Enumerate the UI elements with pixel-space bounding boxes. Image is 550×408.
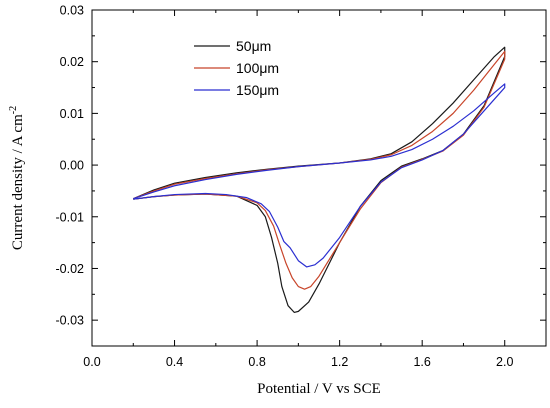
y-tick-label: 0.01 (60, 107, 84, 121)
y-axis-title: Current density / A cm-2 (8, 106, 26, 250)
x-tick-label: 0.4 (166, 355, 183, 369)
x-tick-label: 1.2 (331, 355, 348, 369)
y-tick-label: 0.03 (60, 4, 84, 18)
x-tick-label: 2.0 (496, 355, 513, 369)
legend-label-0: 50μm (236, 38, 271, 54)
legend-label-1: 100μm (236, 60, 279, 76)
x-axis-title: Potential / V vs SCE (257, 381, 381, 397)
series-line-2 (133, 83, 506, 268)
y-tick-label: 0.02 (60, 55, 84, 69)
y-tick-label: -0.01 (56, 210, 85, 224)
y-axis-title-text: Current density / A cm (10, 114, 26, 250)
plot-frame (91, 9, 547, 347)
y-tick-label: -0.02 (56, 262, 85, 276)
x-tick-label: 1.6 (413, 355, 430, 369)
x-tick-label: 0.0 (83, 355, 100, 369)
y-tick-label: 0.00 (60, 159, 84, 173)
y-tick-label: -0.03 (56, 314, 85, 328)
legend-label-2: 150μm (236, 82, 279, 98)
y-axis-title-superscript: -2 (8, 106, 19, 114)
x-tick-label: 0.8 (248, 355, 265, 369)
